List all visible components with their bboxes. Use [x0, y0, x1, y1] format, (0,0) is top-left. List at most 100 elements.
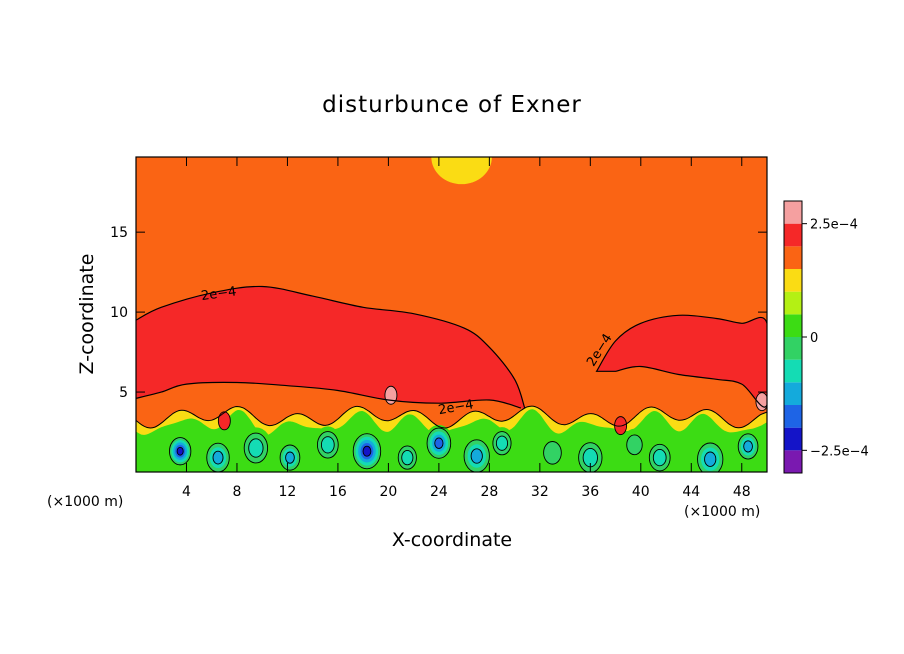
blob-contour: [626, 434, 643, 456]
right-lobe-contour: [595, 314, 767, 408]
x-tick-label: 4: [182, 484, 191, 500]
bottom-layer-contour: [136, 405, 767, 429]
blob-contour: [543, 441, 562, 465]
y-tick-label: 15: [110, 225, 128, 241]
blob-level: [471, 448, 483, 464]
colorbar-swatch: [784, 246, 802, 269]
blob-contour: [652, 448, 667, 467]
blob-contour: [434, 437, 444, 449]
blob-level: [285, 452, 295, 464]
colorbar-swatch: [784, 382, 802, 405]
blob-level: [248, 438, 264, 458]
colorbar-tick-label: −2.5e−4: [810, 444, 869, 459]
colorbar-swatch: [784, 314, 802, 337]
top-cap-region: [431, 157, 492, 185]
blob-level: [363, 446, 371, 457]
blob-level: [496, 436, 508, 451]
blob-contour: [169, 437, 192, 466]
small-feature-contour: [217, 411, 231, 431]
blob-contour: [285, 451, 295, 464]
blob-level: [704, 452, 716, 467]
right-lobe-region: [596, 315, 767, 408]
blob-contour: [176, 446, 184, 456]
y-axis: 5 10 15: [110, 225, 767, 401]
small-feature-contour: [614, 416, 628, 436]
colorbar-tick-label: 2.5e−4: [810, 218, 858, 233]
x-tick-label: 36: [581, 484, 599, 500]
blob-contour: [401, 450, 414, 466]
colorbar-swatch: [784, 201, 802, 224]
contour-label: 2e−4: [437, 397, 475, 418]
small-feature: [218, 411, 231, 430]
contour-lines: [136, 285, 767, 472]
colorbar-swatch: [784, 405, 802, 428]
blob-contour: [470, 448, 483, 464]
blob-contour: [206, 442, 230, 472]
x-tick-label: 16: [329, 484, 347, 500]
blob-contour: [492, 431, 512, 456]
blob-contour: [495, 435, 509, 451]
chart-title: disturbunce of Exner: [322, 92, 582, 118]
colorbar-swatch: [784, 450, 802, 473]
left-lobe-contour: [136, 285, 526, 409]
blob-level: [177, 447, 184, 456]
left-lobe-lower-contour: [136, 381, 522, 409]
blob-contour: [243, 432, 269, 464]
small-feature: [755, 392, 767, 411]
blob-contour: [212, 450, 224, 465]
x-tick-label: 44: [682, 484, 700, 500]
x-tick-label: 20: [379, 484, 397, 500]
blob-level: [213, 451, 224, 465]
blob-contour: [316, 431, 339, 459]
blob-contour: [463, 439, 490, 472]
x-tick-label: 28: [480, 484, 498, 500]
y-axis-label: Z-coordinate: [76, 254, 98, 375]
colorbar-tick-label: 0: [810, 331, 818, 346]
blob-contour: [743, 440, 753, 453]
blob-contour: [648, 443, 671, 472]
plot-frame: [135, 156, 768, 473]
x-tick-label: 8: [232, 484, 241, 500]
x-unit-left: (×1000 m): [47, 494, 123, 510]
blob-contour: [578, 442, 603, 472]
x-tick-label: 40: [632, 484, 650, 500]
blob-contour: [279, 444, 301, 471]
colorbar-swatch: [784, 223, 802, 247]
x-unit-right: (×1000 m): [684, 504, 760, 520]
blob-contour: [697, 442, 724, 472]
blob-level: [626, 434, 643, 455]
blob-level: [543, 441, 562, 465]
blob-level: [401, 450, 413, 465]
x-tick-label: 12: [279, 484, 297, 500]
small-feature-contour: [755, 392, 767, 412]
small-feature-contour: [384, 385, 398, 405]
contour-field: [136, 157, 767, 472]
colorbar: 2.5e−4 0 −2.5e−4: [783, 200, 869, 474]
colorbar-swatch: [784, 427, 802, 451]
y-tick-label: 5: [119, 385, 128, 401]
colorbar-swatch: [784, 337, 802, 360]
blob-contour: [362, 445, 372, 457]
blob-contour: [248, 438, 264, 458]
x-tick-label: 32: [531, 484, 549, 500]
blob-level: [321, 436, 335, 453]
blob-contour: [320, 436, 335, 454]
x-tick-label: 24: [430, 484, 448, 500]
blob-contour: [426, 427, 452, 459]
colorbar-swatch: [784, 269, 802, 292]
blob-level: [743, 440, 753, 453]
blob-level: [434, 437, 443, 449]
x-tick-label: 48: [733, 484, 751, 500]
blob-contour: [737, 433, 759, 460]
colorbar-swatch: [784, 291, 802, 315]
y-tick-label: 10: [110, 305, 128, 321]
blob-contour: [352, 433, 382, 470]
blob-contour: [397, 445, 417, 470]
x-axis-label: X-coordinate: [392, 529, 512, 551]
contour-label: 2e−4: [200, 284, 237, 304]
x-axis: 4 8 12 16 20 24 28 32 36 40 44 48: [182, 157, 751, 500]
blob-level: [653, 449, 667, 466]
blob-contour: [704, 451, 717, 467]
blob-level: [583, 448, 598, 467]
